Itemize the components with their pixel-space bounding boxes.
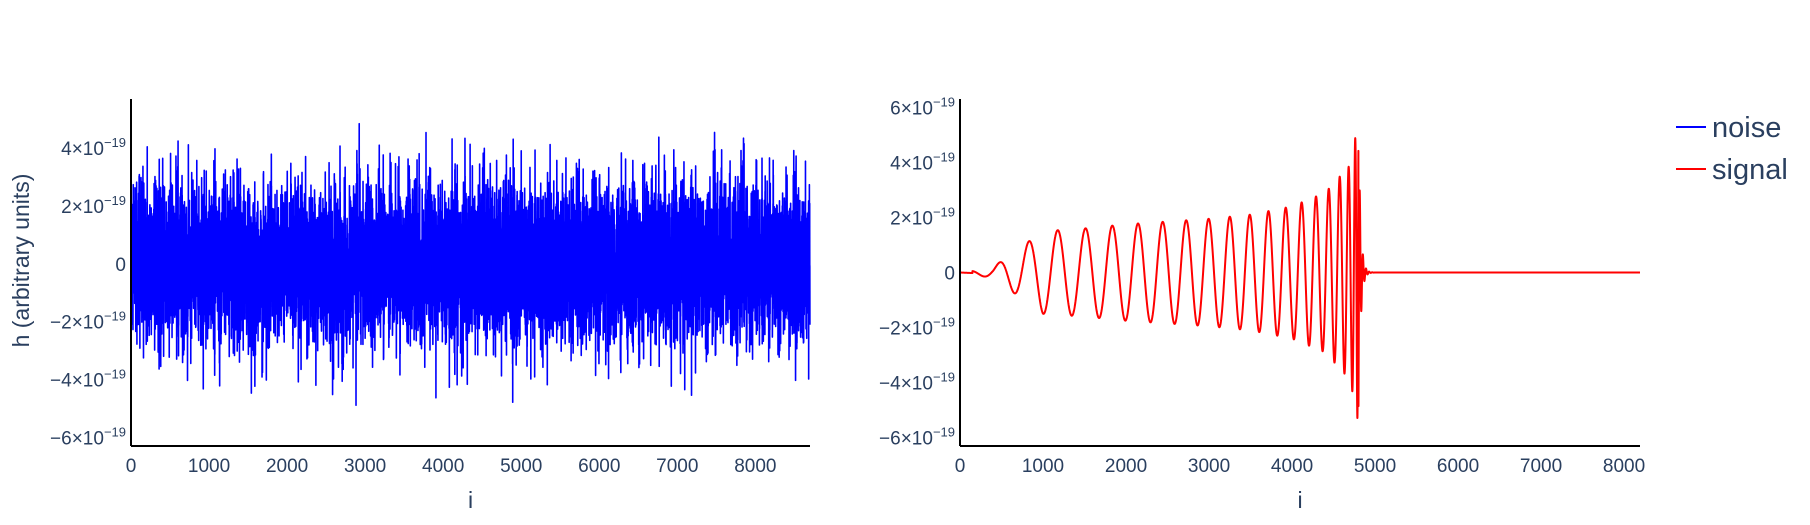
x-tick-label: 3000	[1188, 456, 1230, 477]
y-axis-title: h (arbitrary units)	[8, 174, 34, 348]
y-tick-label: 6×10−19	[890, 94, 955, 119]
x-tick-label: 1000	[188, 456, 230, 477]
y-tick-label: −6×10−19	[50, 424, 126, 449]
x-tick-label: 5000	[1354, 456, 1396, 477]
x-tick-label: 0	[955, 456, 966, 477]
y-tick-label: −6×10−19	[879, 425, 955, 450]
y-tick-label: 0	[115, 255, 126, 276]
series-line-signal	[959, 137, 1641, 420]
y-tick-label: −4×10−19	[879, 370, 955, 395]
x-tick-label: 2000	[266, 456, 308, 477]
x-tick-label: 6000	[1437, 456, 1479, 477]
x-tick-label: 0	[126, 456, 137, 477]
series-line-noise	[130, 122, 811, 406]
y-tick-label: −2×10−19	[50, 309, 126, 334]
legend: noise signal	[1676, 112, 1788, 186]
panel-right: 0 1000 2000 3000 4000 5000 6000 7000 8000 −6×10−1…	[879, 94, 1645, 513]
y-tick-label: −2×10−19	[879, 315, 955, 340]
y-tick-label: 4×10−19	[890, 149, 955, 174]
x-tick-label: 4000	[1271, 456, 1313, 477]
x-tick-label: 7000	[1520, 456, 1562, 477]
panel-left: 0 1000 2000 3000 4000 5000 6000 7000 8000 −6×10−1…	[8, 99, 811, 513]
x-tick-label: 2000	[1105, 456, 1147, 477]
x-tick-label: 6000	[578, 456, 620, 477]
x-tick-label: 1000	[1022, 456, 1064, 477]
x-axis-title: i	[468, 487, 473, 513]
y-tick-label: 2×10−19	[890, 204, 955, 229]
x-tick-label: 4000	[422, 456, 464, 477]
legend-label-noise: noise	[1712, 112, 1781, 144]
y-tick-label: −4×10−19	[50, 366, 126, 391]
x-tick-label: 8000	[1603, 456, 1645, 477]
x-tick-label: 5000	[500, 456, 542, 477]
y-tick-label: 2×10−19	[61, 193, 126, 218]
y-tick-label: 4×10−19	[61, 135, 126, 160]
y-tick-label: 0	[944, 264, 955, 285]
x-axis-title: i	[1297, 487, 1302, 513]
legend-label-signal: signal	[1712, 154, 1788, 186]
x-tick-label: 7000	[656, 456, 698, 477]
x-tick-label: 3000	[344, 456, 386, 477]
x-tick-label: 8000	[734, 456, 776, 477]
